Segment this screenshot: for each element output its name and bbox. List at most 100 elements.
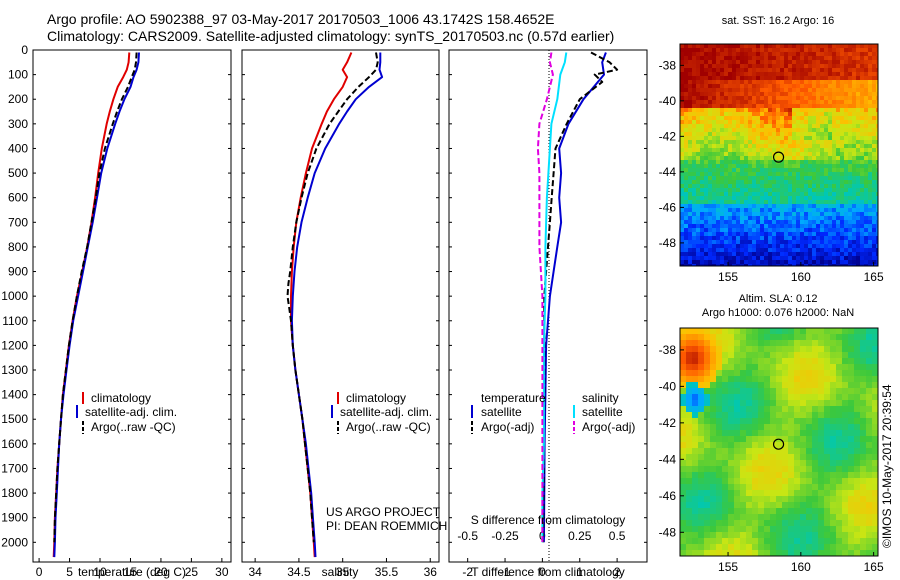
sst-cell	[860, 116, 864, 120]
sla-cell	[806, 436, 812, 442]
sla-cell	[806, 496, 812, 502]
sst-cell	[780, 196, 784, 200]
sst-cell	[832, 60, 836, 64]
sst-cell	[776, 52, 780, 56]
sst-cell	[832, 216, 836, 220]
sst-cell	[700, 80, 704, 84]
sst-cell	[728, 88, 732, 92]
sst-cell	[800, 104, 804, 108]
sst-cell	[860, 100, 864, 104]
sla-cell	[692, 520, 698, 526]
sst-cell	[808, 60, 812, 64]
sla-cell	[788, 400, 794, 406]
sst-cell	[740, 144, 744, 148]
sst-cell	[772, 64, 776, 68]
sst-cell	[824, 232, 828, 236]
sla-cell	[770, 490, 776, 496]
sla-cell	[800, 514, 806, 520]
sla-cell	[854, 538, 860, 544]
sst-cell	[764, 76, 768, 80]
sst-cell	[844, 184, 848, 188]
sst-cell	[844, 140, 848, 144]
sst-cell	[860, 256, 864, 260]
sst-cell	[756, 156, 760, 160]
sst-cell	[800, 176, 804, 180]
sla-cell	[752, 466, 758, 472]
sla-cell	[842, 526, 848, 532]
sst-cell	[856, 224, 860, 228]
sst-cell	[760, 168, 764, 172]
sst-cell	[716, 60, 720, 64]
sst-cell	[692, 204, 696, 208]
sst-cell	[832, 164, 836, 168]
sla-cell	[860, 442, 866, 448]
sla-cell	[812, 406, 818, 412]
sla-cell	[860, 550, 866, 556]
difference-xlabel: T difference from climatology	[471, 565, 625, 579]
sst-cell	[752, 164, 756, 168]
sst-cell	[712, 76, 716, 80]
sla-cell	[848, 394, 854, 400]
sst-cell	[796, 232, 800, 236]
sst-cell	[692, 220, 696, 224]
sla-cell	[776, 484, 782, 490]
sst-cell	[864, 228, 868, 232]
sst-cell	[720, 120, 724, 124]
sst-cell	[828, 220, 832, 224]
sst-cell	[744, 116, 748, 120]
sst-cell	[844, 200, 848, 204]
sst-cell	[740, 68, 744, 72]
sst-cell	[856, 100, 860, 104]
sst-cell	[840, 72, 844, 76]
sst-cell	[792, 188, 796, 192]
sla-cell	[866, 508, 872, 514]
sla-cell	[836, 520, 842, 526]
sst-cell	[764, 52, 768, 56]
sla-cell	[794, 328, 800, 334]
sla-cell	[848, 334, 854, 340]
sst-cell	[820, 176, 824, 180]
sst-cell	[780, 136, 784, 140]
sst-cell	[696, 204, 700, 208]
sla-cell	[716, 448, 722, 454]
sst-cell	[880, 180, 884, 184]
sla-cell	[746, 508, 752, 514]
sst-cell	[812, 252, 816, 256]
sst-cell	[864, 188, 868, 192]
sst-cell	[860, 48, 864, 52]
sst-cell	[768, 204, 772, 208]
sst-cell	[716, 252, 720, 256]
sla-cell	[866, 514, 872, 520]
sst-cell	[860, 236, 864, 240]
sst-cell	[708, 192, 712, 196]
sst-cell	[720, 168, 724, 172]
sst-cell	[820, 240, 824, 244]
sst-cell	[812, 220, 816, 224]
sst-cell	[820, 80, 824, 84]
sla-cell	[806, 388, 812, 394]
sst-cell	[840, 136, 844, 140]
sst-cell	[732, 60, 736, 64]
sst-cell	[716, 236, 720, 240]
sla-cell	[752, 502, 758, 508]
sst-cell	[828, 64, 832, 68]
sla-cell	[806, 520, 812, 526]
sla-cell	[770, 412, 776, 418]
sla-cell	[854, 508, 860, 514]
sst-cell	[708, 92, 712, 96]
sst-cell	[820, 244, 824, 248]
sla-cell	[740, 430, 746, 436]
depth-tick-label: 1800	[1, 486, 28, 500]
sst-cell	[692, 184, 696, 188]
sla-cell	[854, 550, 860, 556]
sla-cell	[710, 490, 716, 496]
sst-cell	[788, 184, 792, 188]
sst-cell	[824, 140, 828, 144]
sst-cell	[784, 84, 788, 88]
sst-cell	[732, 212, 736, 216]
sst-cell	[864, 184, 868, 188]
sla-cell	[770, 400, 776, 406]
sst-cell	[812, 248, 816, 252]
sst-cell	[684, 96, 688, 100]
sla-cell	[734, 478, 740, 484]
